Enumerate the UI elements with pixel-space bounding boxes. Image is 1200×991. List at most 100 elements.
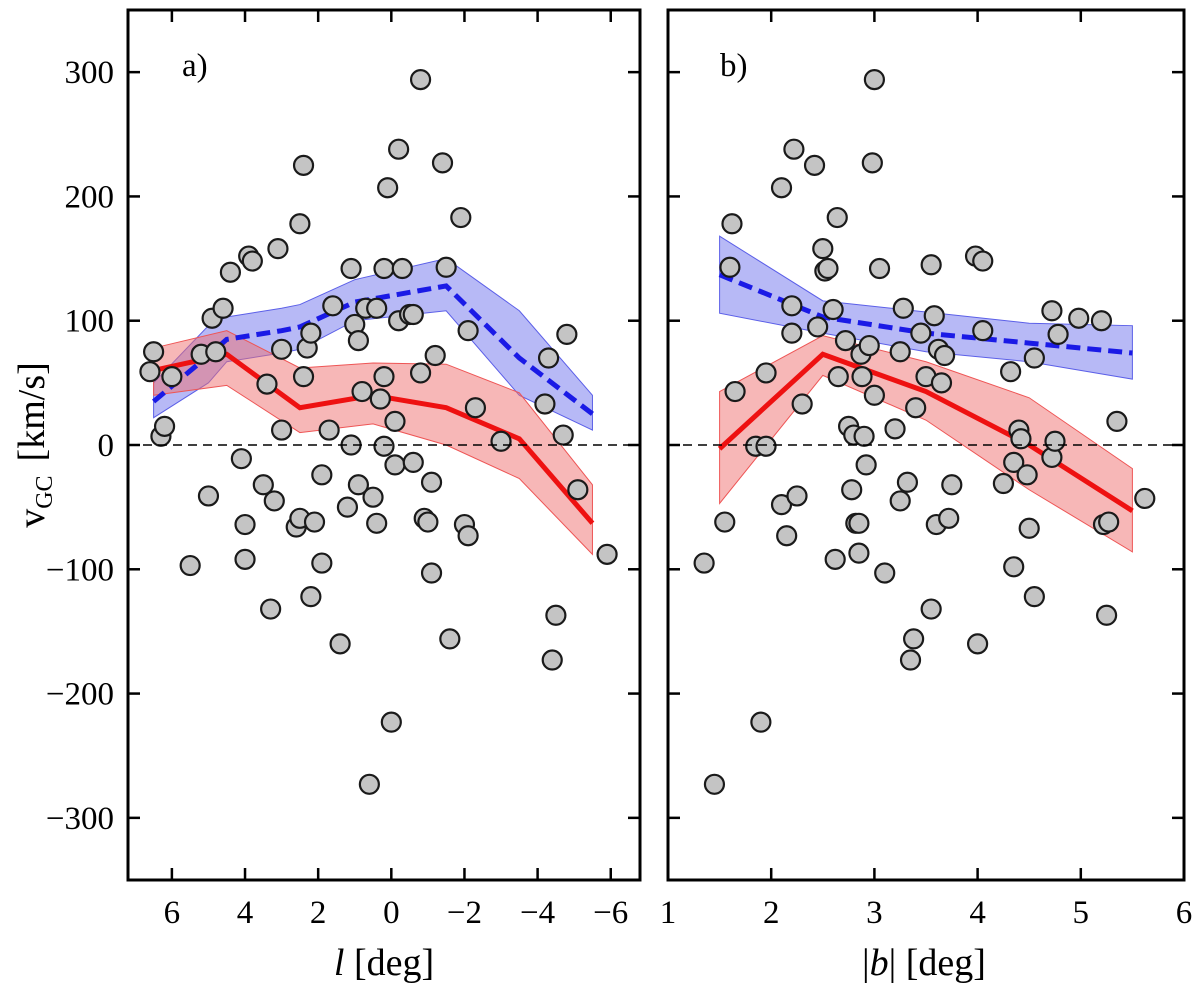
panel-b-point: [1098, 511, 1120, 533]
panel-a-point: [435, 256, 457, 278]
panel-b-point: [848, 512, 870, 534]
panel-a-point: [556, 323, 578, 345]
panel-a-xlabel-unit: [deg]: [344, 942, 434, 984]
panel-b-x-tick-label: 1: [660, 895, 677, 931]
panel-b-point: [905, 397, 927, 419]
panel-b-point: [826, 206, 848, 229]
y-axis-label: vGC [km/s]: [11, 362, 58, 528]
panel-a-point: [234, 513, 256, 536]
panel-b-point: [1095, 604, 1118, 626]
panel-a-point: [219, 261, 241, 283]
panel-a-point: [358, 773, 380, 795]
panel-b-point: [855, 454, 877, 476]
panel-b-point: [889, 341, 911, 363]
panel-a-point: [391, 257, 413, 280]
panel-b-point: [721, 213, 743, 235]
panel-a-point: [373, 435, 395, 457]
panel-b-x-tick-label: 3: [866, 895, 883, 931]
panel-a-point: [402, 303, 424, 326]
panel-b-point: [827, 366, 849, 388]
panel-b-point: [863, 384, 886, 406]
panel-b-point: [884, 418, 906, 440]
y-axis-label-sub: GC: [32, 475, 58, 508]
panel-b-point: [933, 344, 956, 367]
panel-b-point: [1106, 410, 1128, 432]
panel-b-point: [863, 68, 886, 91]
panel-a-plot: −300 −200 −100 0 100 200 300 6 4 2 0 −2 −4 −6 a) l [d…: [46, 8, 642, 984]
panel-b-point: [781, 322, 803, 344]
panel-b-point: [920, 254, 942, 276]
panel-b-point: [848, 542, 870, 564]
panel-a-point: [457, 525, 479, 547]
panel-a-point: [241, 250, 263, 272]
panel-a-x-tick-label: −6: [593, 895, 628, 931]
panel-a-point: [256, 373, 278, 395]
panel-b-point: [1023, 586, 1045, 608]
panel-a-point: [541, 649, 563, 671]
panel-b-point: [791, 393, 813, 415]
panel-a-point: [267, 238, 289, 260]
panel-a-xlabel: l [deg]: [334, 942, 434, 984]
panel-a-point: [377, 177, 399, 199]
panel-a-point: [369, 388, 391, 410]
panel-b-point: [910, 322, 932, 344]
panel-a-point: [318, 419, 340, 441]
panel-a-xlabel-var: l: [334, 942, 345, 984]
panel-b-point: [1023, 347, 1045, 369]
panel-a-point: [292, 366, 315, 388]
panel-a-point: [143, 341, 165, 363]
panel-a-point: [351, 380, 373, 403]
panel-a-label: a): [182, 48, 208, 84]
panel-b-xlabel: |b| [deg]: [862, 942, 986, 984]
panel-b-x-tick-label: 5: [1073, 895, 1090, 931]
panel-a-point: [161, 366, 183, 388]
panel-a-points: [139, 68, 618, 795]
y-tick-label: −300: [46, 801, 114, 837]
panel-b-point: [824, 548, 846, 570]
panel-b-point: [920, 598, 942, 620]
panel-b-line-red: [717, 351, 1134, 513]
panel-b-point: [803, 154, 826, 176]
panel-b-point: [1134, 487, 1156, 510]
panel-a-point: [596, 543, 618, 565]
panel-b-x-tick-label: 6: [1176, 895, 1193, 931]
panel-a-point: [409, 68, 432, 91]
panel-a-point: [388, 138, 410, 160]
panel-b-points: [693, 68, 1156, 795]
panel-b-point: [1016, 464, 1038, 486]
panel-b-point: [853, 425, 875, 447]
panel-a-x-tick-label: 4: [237, 895, 254, 931]
panel-b-point: [755, 362, 777, 384]
panel-a-point: [336, 496, 359, 518]
panel-b-point: [966, 633, 989, 655]
panel-a-point: [260, 598, 282, 620]
panel-a-point: [373, 366, 395, 388]
panel-b-point: [693, 552, 715, 574]
panel-b-axes: 1 2 3 4 5 6: [660, 8, 1193, 931]
y-tick-label: 0: [98, 428, 115, 464]
y-axis-label-var: v: [11, 509, 53, 528]
panel-b-point: [1041, 300, 1063, 322]
panel-b-point: [941, 474, 963, 496]
panel-a-point: [292, 154, 315, 176]
panel-b-point: [822, 298, 844, 321]
panel-a-point: [303, 511, 326, 533]
panel-b-point: [938, 507, 960, 529]
panel-b-point: [776, 525, 798, 547]
panel-b-point: [923, 305, 945, 327]
panel-a-point: [212, 297, 234, 319]
panel-a-point: [417, 511, 439, 533]
panel-b-point: [755, 435, 777, 457]
panel-a-point: [139, 361, 161, 383]
panel-b-xlabel-unit: | [deg]: [889, 942, 986, 984]
panel-b-point: [834, 330, 857, 352]
panel-b-point: [1044, 430, 1066, 452]
panel-b-point: [903, 628, 925, 650]
panel-a-point: [311, 464, 333, 486]
y-tick-label: −100: [46, 552, 114, 588]
panel-a-point: [409, 362, 432, 384]
panel-a-point: [300, 322, 322, 344]
panel-a-point: [424, 344, 446, 367]
y-tick-label: 300: [65, 55, 115, 91]
panel-b-plot: 1 2 3 4 5 6 b) |b| [deg]: [660, 8, 1193, 984]
